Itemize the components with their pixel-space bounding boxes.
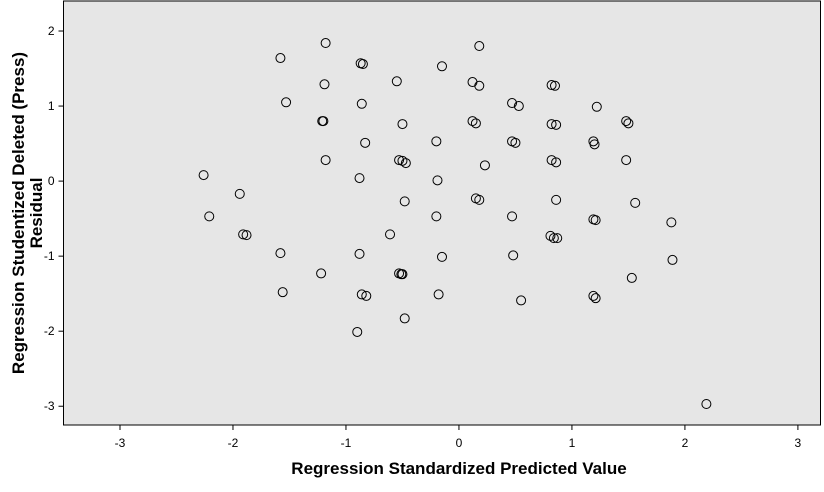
- y-tick-label: -3: [44, 399, 55, 413]
- y-tick-label: 1: [48, 99, 55, 113]
- x-tick-label: 3: [795, 436, 802, 450]
- y-axis-title: Regression Studentized Deleted (Press): [9, 52, 28, 374]
- x-tick-label: -1: [341, 436, 352, 450]
- y-tick-label: 0: [48, 174, 55, 188]
- y-tick-label: -2: [44, 324, 55, 338]
- x-tick-label: 2: [682, 436, 689, 450]
- x-tick-label: 1: [569, 436, 576, 450]
- y-tick-label: -1: [44, 249, 55, 263]
- chart: Regression Standardized Predicted Value …: [0, 0, 824, 487]
- x-tick-label: -2: [228, 436, 239, 450]
- x-axis-title: Regression Standardized Predicted Value: [291, 459, 626, 478]
- x-tick-label: -3: [115, 436, 126, 450]
- y-axis-title: Residual: [27, 178, 46, 249]
- y-tick-label: 2: [48, 24, 55, 38]
- x-tick-label: 0: [456, 436, 463, 450]
- plot-area: [64, 1, 821, 425]
